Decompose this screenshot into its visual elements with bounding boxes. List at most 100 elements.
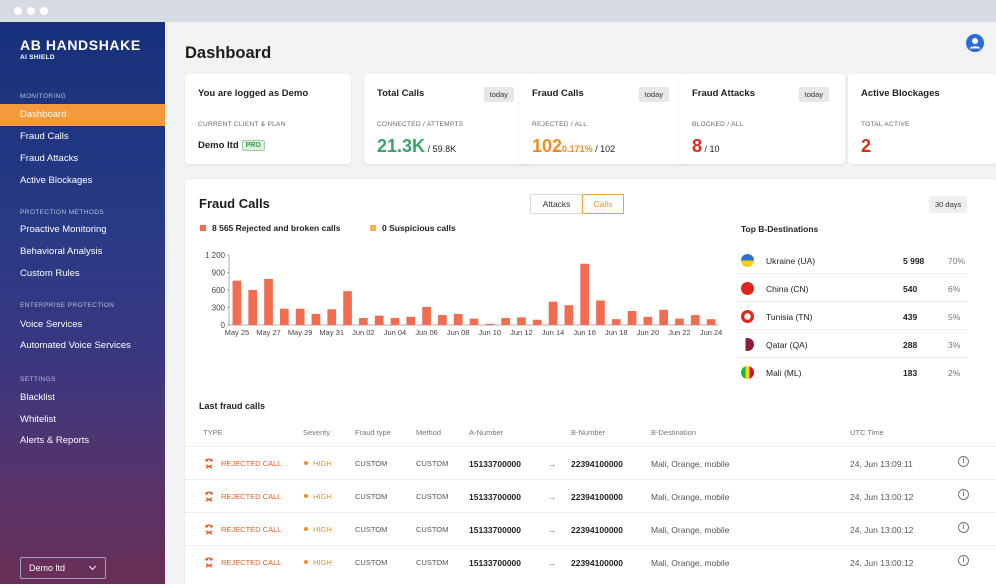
period-badge[interactable]: today [483,87,514,102]
column-header-utc-time[interactable]: UTC Time [850,428,884,437]
chart-bar[interactable] [517,317,526,325]
chart-bar[interactable] [659,309,669,325]
chart-bar[interactable] [564,305,574,325]
sidebar: AB HANDSHAKE AI SHIELD MONITORING Dashbo… [0,22,165,584]
fraud-attacks-all: / 10 [704,144,720,154]
ukraine-flag-icon [741,254,754,267]
column-header-method[interactable]: Method [416,428,442,437]
chart-bar[interactable] [295,308,305,325]
chart-bar[interactable] [643,316,653,325]
total-calls-attempts: / 59.8K [427,144,457,154]
sidebar-item-alerts-reports[interactable]: Alerts & Reports [20,435,90,446]
chart-bar[interactable] [532,319,542,325]
chart-bar[interactable] [422,306,431,325]
chart-bar[interactable] [469,318,479,325]
window-dot-icon[interactable] [40,7,48,15]
column-header-fraud-type[interactable]: Fraud type [355,428,391,437]
client-select[interactable]: Demo ltd [20,557,106,579]
toggle-calls[interactable]: Calls [582,194,624,214]
chart-bar[interactable] [627,311,637,325]
column-header-type[interactable]: TYPE [203,428,223,437]
sidebar-item-custom-rules[interactable]: Custom Rules [20,268,80,279]
chart-bar[interactable] [690,315,700,325]
destination-count: 183 [903,368,918,378]
arrow-right-icon: → [548,492,557,502]
chart-bar[interactable] [501,318,510,325]
destination-name: Mali (ML) [766,368,802,378]
destination-row[interactable]: Ukraine (UA) 5 998 70% [738,246,967,274]
table-row[interactable]: REJECTED CALL HIGH CUSTOM CUSTOM 15133700000… [185,446,996,479]
fraud-calls-panel: Fraud Calls Attacks Calls 30 days 8 565 … [185,179,996,584]
card-title: Total Calls [377,88,425,99]
window-dot-icon[interactable] [27,7,35,15]
window-dot-icon[interactable] [14,7,22,15]
destination-row[interactable]: Mali (ML) 183 2% [738,358,967,386]
period-badge[interactable]: today [798,87,829,102]
column-header-b-number[interactable]: B-Number [571,428,606,437]
toggle-attacks[interactable]: Attacks [530,194,583,214]
info-icon[interactable]: i [958,489,969,500]
chart-bar[interactable] [232,280,242,325]
chart-bar[interactable] [706,319,716,325]
chart-bar[interactable] [264,278,273,325]
user-account-icon[interactable] [966,34,984,52]
range-selector[interactable]: 30 days [929,196,968,213]
column-header-a-number[interactable]: A-Number [469,428,504,437]
legend-rejected[interactable]: 8 565 Rejected and broken calls [200,223,341,233]
chart-bar[interactable] [311,313,321,325]
info-icon[interactable]: i [958,522,969,533]
utc-time: 24, Jun 13:00:12 [850,525,914,535]
period-badge[interactable]: today [638,87,669,102]
chart-bar[interactable] [248,290,258,325]
info-icon[interactable]: i [958,555,969,566]
chart-bar[interactable] [580,263,589,325]
sidebar-item-proactive-monitoring[interactable]: Proactive Monitoring [20,224,107,235]
sidebar-item-blacklist[interactable]: Blacklist [20,392,55,403]
column-header-b-destination[interactable]: B-Destination [651,428,697,437]
sidebar-item-whitelist[interactable]: Whitelist [20,414,56,425]
x-tick-label: Jun 02 [352,328,375,337]
brand-subtitle: AI SHIELD [20,54,55,61]
legend-suspicious[interactable]: 0 Suspicious calls [370,223,456,233]
destination-row[interactable]: China (CN) 540 6% [738,274,967,302]
sidebar-item-fraud-calls[interactable]: Fraud Calls [20,131,69,142]
card-value: 8 / 10 [692,136,720,157]
sidebar-item-active-blockages[interactable]: Active Blockages [20,175,93,186]
total-calls-connected: 21.3K [377,136,426,156]
sidebar-item-automated-voice-services[interactable]: Automated Voice Services [20,340,131,351]
table-row[interactable]: REJECTED CALL HIGH CUSTOM CUSTOM 15133700000… [185,479,996,512]
info-icon[interactable]: i [958,456,969,467]
chevron-down-icon [88,562,97,571]
chart-bar[interactable] [327,309,337,325]
sidebar-item-fraud-attacks[interactable]: Fraud Attacks [20,153,79,164]
chart-bar[interactable] [390,318,400,325]
chart-bar[interactable] [359,318,368,325]
brand-logo[interactable]: AB HANDSHAKE [20,37,141,53]
chart-bar[interactable] [611,319,621,325]
call-type: REJECTED CALL [221,459,282,468]
sidebar-item-dashboard[interactable]: Dashboard [0,104,165,126]
table-row[interactable]: REJECTED CALL HIGH CUSTOM CUSTOM 15133700000… [185,512,996,545]
sidebar-item-behavioral-analysis[interactable]: Behavioral Analysis [20,246,103,257]
chart-bar[interactable] [548,301,558,325]
sidebar-item-voice-services[interactable]: Voice Services [20,319,83,330]
chart-bar[interactable] [485,323,495,325]
chart-bar[interactable] [374,315,384,325]
destination-row[interactable]: Tunisia (TN) 439 5% [738,302,967,330]
chart-bar[interactable] [279,308,289,325]
x-tick-label: Jun 12 [510,328,533,337]
chart-bar[interactable] [343,291,352,325]
severity-dot-icon [304,461,308,465]
chart-bar[interactable] [438,315,447,325]
severity: HIGH [304,459,332,468]
chart-bar[interactable] [406,316,416,325]
destination-row[interactable]: Qatar (QA) 288 3% [738,330,967,358]
chart-bar[interactable] [675,318,684,325]
client-select-value: Demo ltd [29,563,66,573]
destination-count: 5 998 [903,256,925,266]
chart-bar[interactable] [596,300,605,326]
table-row[interactable]: REJECTED CALL HIGH CUSTOM CUSTOM 15133700000… [185,545,996,578]
utc-time: 24, Jun 13:09:11 [850,459,913,469]
chart-bar[interactable] [453,313,463,325]
column-header-severity[interactable]: Severity [303,428,331,437]
